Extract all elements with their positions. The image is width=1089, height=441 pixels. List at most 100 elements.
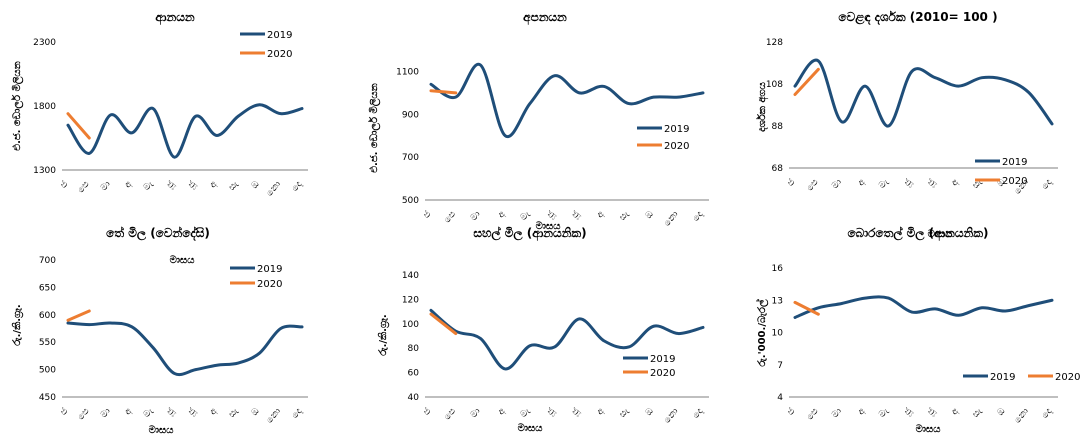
data-point (910, 70, 913, 73)
data-point (130, 131, 133, 134)
series-line-2019 (66, 321, 304, 377)
data-point (173, 372, 176, 375)
y-tick-label: 7 (777, 361, 783, 371)
data-point (454, 91, 457, 94)
series-line-2020 (793, 67, 820, 96)
x-tick-label: ජූ (926, 178, 938, 189)
x-tick-label: ඔ (644, 406, 656, 418)
data-point (864, 85, 867, 88)
data-point (1027, 304, 1030, 307)
data-point (479, 64, 482, 67)
series-line-2020 (66, 112, 91, 140)
y-tick-label: 500 (402, 196, 419, 206)
x-tick-label: දෙ (1040, 407, 1054, 421)
data-point (887, 125, 890, 128)
data-point (301, 107, 304, 110)
x-tick-label: අ (856, 177, 868, 188)
x-tick-label: සැ (227, 179, 241, 193)
legend-label: 2020 (1055, 372, 1080, 383)
x-tick-label: දෙ (290, 180, 304, 194)
data-point (578, 91, 581, 94)
chart-4: තේ මිල (වෙන්දේසි) 450 500 550 600 650 700 ජ පෙ මා… (11, 226, 308, 436)
x-tick-label: ජූ (926, 407, 938, 418)
y-tick-label: 600 (39, 311, 56, 321)
data-point (794, 316, 797, 319)
data-point (794, 85, 797, 88)
x-tick-label: ඔ (996, 177, 1008, 189)
legend-label: 2020 (257, 279, 282, 290)
y-tick-label: 500 (39, 366, 56, 376)
data-point (652, 325, 655, 328)
y-tick-label: 68 (772, 164, 784, 174)
legend-label: 2019 (1002, 157, 1027, 168)
y-tick-label: 100 (402, 320, 419, 330)
chart-title: තේ මිල (වෙන්දේසි) (106, 226, 210, 242)
x-axis-label: මාසය (149, 424, 175, 436)
y-tick-label: 550 (39, 338, 56, 348)
data-point (88, 323, 91, 326)
x-axis-label: මාසය (928, 228, 954, 240)
y-tick-label: 13 (772, 296, 783, 306)
x-tick-label: අ (595, 406, 607, 417)
data-point (430, 89, 433, 92)
x-axis-label: මාසය (536, 220, 562, 232)
x-tick-label: ඔ (250, 406, 262, 418)
data-point (957, 314, 960, 317)
data-point (840, 302, 843, 305)
data-point (794, 93, 797, 96)
data-point (652, 96, 655, 99)
data-point (430, 83, 433, 86)
data-point (1027, 91, 1030, 94)
y-tick-label: 80 (408, 344, 420, 354)
y-tick-label: 120 (402, 295, 419, 305)
x-tick-label: නො (662, 406, 680, 425)
chart-5: සහල් මිල (ආනයනික) 40 60 80 100 120 140 ජ පෙ මා අ මැ… (377, 226, 709, 434)
y-tick-label: 16 (772, 264, 784, 274)
data-point (67, 322, 70, 325)
data-point (109, 113, 112, 116)
data-point (603, 339, 606, 342)
x-tick-label: ජූ (903, 178, 915, 189)
data-point (934, 307, 937, 310)
data-point (67, 112, 70, 115)
series-line-2019 (793, 295, 1054, 319)
x-tick-label: ඔ (250, 179, 262, 191)
x-tick-label: මැ (142, 179, 156, 193)
x-tick-label: මැ (877, 406, 891, 420)
y-tick-label: 2300 (33, 38, 56, 48)
x-tick-label: ජ (59, 407, 71, 418)
x-tick-label: අ (208, 179, 220, 190)
chart-title: අපනයන (523, 10, 567, 25)
x-tick-label: ජ (786, 407, 798, 418)
data-point (237, 115, 240, 118)
x-tick-label: පෙ (76, 180, 92, 196)
y-tick-label: 108 (766, 80, 783, 90)
x-tick-label: නො (1013, 406, 1031, 425)
y-tick-label: 450 (39, 393, 56, 403)
data-point (258, 352, 261, 355)
data-point (67, 319, 70, 322)
data-point (702, 326, 705, 329)
series-line-2020 (429, 89, 458, 95)
x-tick-label: අ (496, 406, 508, 417)
x-tick-label: ජ (59, 180, 71, 191)
data-point (794, 301, 797, 304)
x-tick-label: ජූ (570, 407, 582, 418)
x-tick-label: මා (469, 209, 483, 223)
data-point (910, 311, 913, 314)
data-point (279, 327, 282, 330)
data-point (130, 325, 133, 328)
x-tick-label: පෙ (805, 407, 821, 423)
y-tick-label: 1300 (33, 166, 56, 176)
legend-label: 2020 (650, 368, 675, 379)
x-tick-label: ජූ (903, 407, 915, 418)
data-point (152, 107, 155, 110)
data-point (152, 346, 155, 349)
data-point (578, 317, 581, 320)
x-tick-label: මැ (519, 406, 533, 420)
x-tick-label: නො (662, 209, 680, 228)
series-line-2019 (66, 103, 304, 159)
data-point (88, 309, 91, 312)
data-point (173, 156, 176, 159)
